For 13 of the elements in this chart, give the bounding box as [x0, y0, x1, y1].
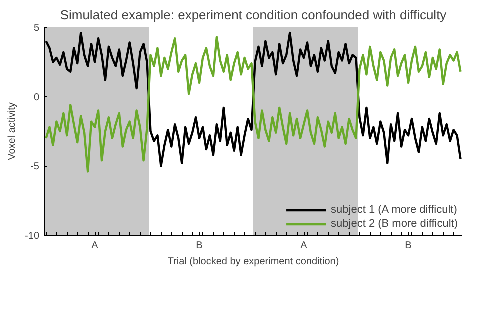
y-tick-label: -5	[30, 162, 40, 173]
y-tick-label: 0	[34, 92, 40, 104]
x-tick-label: A	[92, 240, 99, 252]
chart-title: Simulated example: experiment condition confounded with difficulty	[60, 8, 448, 22]
y-axis-title: Voxel activity	[7, 102, 18, 160]
y-tick-label: 5	[34, 23, 40, 34]
x-tick-label: A	[300, 240, 308, 252]
x-tick-label: B	[196, 240, 204, 252]
legend-label: subject 2 (B more difficult)	[331, 217, 458, 231]
x-axis-title: Trial (blocked by experiment condition)	[168, 256, 340, 268]
y-tick-label: -10	[25, 231, 40, 242]
legend-label: subject 1 (A more difficult)	[331, 203, 458, 217]
x-tick-label: B	[405, 240, 412, 252]
